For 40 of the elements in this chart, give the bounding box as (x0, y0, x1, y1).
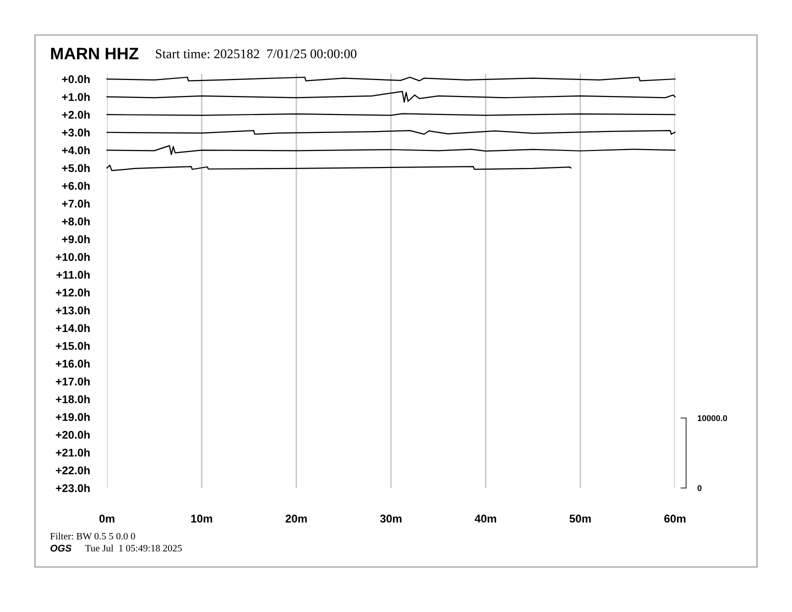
text: Filter: BW 0.5 5 0.0 0 (50, 532, 136, 540)
x-tick-label: 50m (570, 514, 591, 523)
y-tick-label: +6.0h (62, 182, 90, 190)
y-tick-label: +5.0h (62, 164, 90, 172)
y-tick-label: +4.0h (62, 146, 90, 154)
y-tick-label: +21.0h (56, 448, 90, 457)
y-tick-label: +1.0h (62, 92, 90, 101)
x-tick-label: 0m (99, 514, 114, 523)
x-tick-label: 60m (664, 514, 686, 523)
y-tick-label: +17.0h (56, 377, 90, 386)
chart-subtitle: Start time: 2025182 7/01/25 00:00:00 (156, 49, 356, 58)
y-tick-label: +13.0h (56, 306, 90, 314)
y-tick-label: +7.0h (62, 199, 90, 208)
y-tick-label: +14.0h (56, 324, 90, 332)
x-tick-label: 10m (191, 514, 212, 523)
y-tick-label: +20.0h (56, 430, 90, 439)
y-tick-label: +2.0h (62, 110, 90, 119)
line-series (106, 145, 676, 156)
x-tick-label: 40m (474, 514, 496, 523)
x-tick-label: 30m (380, 514, 402, 523)
y-tick-label: +9.0h (62, 235, 90, 244)
y-tick-label: +15.0h (56, 342, 90, 350)
y2-tick-label: 10000.0 (698, 415, 728, 422)
y2-tick-label: 0 (698, 485, 702, 492)
y-tick-label: +12.0h (56, 288, 90, 297)
y-tick-label: +16.0h (56, 360, 90, 368)
y-tick-label: +8.0h (62, 217, 90, 226)
y-tick-label: +3.0h (62, 128, 90, 137)
text: Tue Jul 1 05:49:18 2025 (85, 544, 182, 552)
y-tick-label: +10.0h (56, 252, 90, 261)
y-tick-label: +0.0h (62, 75, 90, 84)
y-tick-label: +19.0h (56, 412, 90, 422)
chart-title: MARN HHZ (51, 48, 138, 60)
y-tick-label: +18.0h (56, 395, 90, 404)
x-tick-label: 20m (286, 514, 307, 523)
y-tick-label: +22.0h (56, 466, 90, 474)
y-tick-label: +11.0h (56, 270, 90, 279)
text: OGS (50, 544, 72, 552)
y-tick-label: +23.0h (56, 484, 90, 492)
line-series (106, 90, 676, 103)
